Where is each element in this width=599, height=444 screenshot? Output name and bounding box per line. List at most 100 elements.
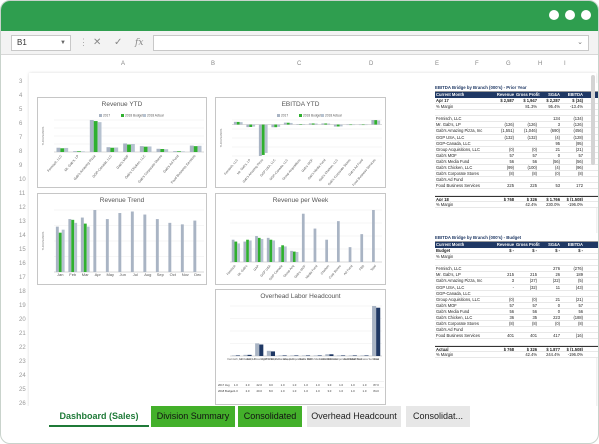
table-cell[interactable]: (134) <box>573 116 583 122</box>
table-cell[interactable]: 0 <box>557 302 560 308</box>
row-header[interactable]: 19 <box>19 303 26 309</box>
table-cell[interactable]: (56) <box>552 158 560 164</box>
table-cell[interactable] <box>516 266 539 271</box>
row-header[interactable]: 25 <box>19 387 26 393</box>
table-cell[interactable] <box>493 327 516 332</box>
table-cell[interactable]: 53 <box>555 183 560 189</box>
overhead-headcount-chart[interactable]: Overhead Labor Headcount Fernisch, LLC Mr… <box>215 289 386 405</box>
table-cell[interactable] <box>516 177 539 182</box>
table-cell[interactable] <box>493 260 516 265</box>
row-header[interactable]: 3 <box>19 79 23 85</box>
table-cell[interactable]: (132) <box>527 134 537 140</box>
table-cell[interactable]: 11 <box>555 284 560 290</box>
table-cell[interactable]: 417 <box>553 333 560 339</box>
revenue-trend-chart[interactable]: Revenue Trend Jan Feb Mar Apr May Jun Jul Aug Se… <box>37 193 207 285</box>
table-cell[interactable]: 21 <box>555 296 560 302</box>
table-cell[interactable]: 225 <box>530 183 537 189</box>
table-cell[interactable] <box>493 202 516 207</box>
table-cell[interactable]: (126) <box>527 122 537 128</box>
table-cell[interactable]: 230.0% <box>546 201 560 207</box>
table-cell[interactable]: $ 2,587 <box>500 98 514 103</box>
row-header[interactable]: 4 <box>19 93 23 99</box>
table-cell[interactable]: $ 326 <box>526 196 537 201</box>
ebitda-ytd-chart[interactable]: EBITDA YTD Fernisch, LLC Mr. Gab's, LP Gab… <box>215 97 386 188</box>
table-cell[interactable] <box>539 110 562 115</box>
row-header[interactable]: 26 <box>19 401 26 407</box>
row-header[interactable]: 9 <box>19 163 23 169</box>
table-cell[interactable]: 223 <box>553 315 560 321</box>
sheet-tab[interactable]: Division Summary <box>151 406 235 427</box>
table-cell[interactable]: -13.4% <box>570 104 583 110</box>
table-cell[interactable]: 215 <box>530 272 537 278</box>
table-cell[interactable]: $ - <box>555 248 560 253</box>
table-cell[interactable]: (0) <box>531 146 537 152</box>
table-cell[interactable]: (8) <box>577 321 583 327</box>
formula-input[interactable]: ⌄ <box>153 35 589 51</box>
table-cell[interactable]: (16) <box>575 333 583 339</box>
table-cell[interactable]: 56 <box>578 308 583 314</box>
row-header[interactable]: 6 <box>19 121 23 127</box>
row-header[interactable]: 8 <box>19 149 23 155</box>
sheet-tab[interactable]: Consolidat... <box>406 406 470 427</box>
table-cell[interactable]: 0 <box>557 308 560 314</box>
table-cell[interactable]: (43) <box>575 284 583 290</box>
table-cell[interactable]: (8) <box>577 171 583 177</box>
table-cell[interactable] <box>516 254 539 259</box>
table-cell[interactable]: $ 1,877 <box>546 346 560 351</box>
table-cell[interactable]: 42.4% <box>525 351 537 357</box>
table-cell[interactable] <box>562 177 585 182</box>
table-cell[interactable]: 95 <box>555 140 560 146</box>
table-cell[interactable] <box>539 177 562 182</box>
column-header[interactable]: C <box>297 61 302 67</box>
row-header[interactable]: 5 <box>19 107 23 113</box>
table-cell[interactable]: $ 326 <box>526 346 537 351</box>
table-cell[interactable]: (188) <box>573 315 583 321</box>
chevron-down-icon[interactable]: ▼ <box>60 40 66 46</box>
table-cell[interactable]: (4) <box>554 134 560 140</box>
table-cell[interactable] <box>562 254 585 259</box>
column-header[interactable]: A <box>121 61 126 67</box>
table-cell[interactable]: 57 <box>509 152 514 158</box>
table-cell[interactable] <box>516 141 539 146</box>
row-header[interactable]: 21 <box>19 331 26 337</box>
table-cell[interactable]: $ 2,287 <box>546 98 560 103</box>
row-header[interactable]: 13 <box>19 219 26 225</box>
table-cell[interactable] <box>539 327 562 332</box>
table-cell[interactable] <box>516 339 539 344</box>
table-cell[interactable]: $ - <box>509 248 514 253</box>
table-cell[interactable]: 401 <box>507 333 514 339</box>
table-cell[interactable] <box>493 254 516 259</box>
table-cell[interactable]: (32) <box>529 284 537 290</box>
column-header[interactable]: H <box>538 61 543 67</box>
table-cell[interactable]: 21 <box>555 146 560 152</box>
table-cell[interactable]: 57 <box>509 302 514 308</box>
table-cell[interactable] <box>493 291 516 296</box>
name-box[interactable]: B1 ▼ <box>11 35 71 51</box>
row-header[interactable]: 17 <box>19 275 26 281</box>
table-cell[interactable]: $ - <box>578 248 583 253</box>
revenue-ytd-chart[interactable]: Revenue YTD Fernisch, LLC Mr. Gab's, LP Ga… <box>37 97 207 188</box>
table-cell[interactable] <box>562 110 585 115</box>
table-cell[interactable]: $ (1,508) <box>566 196 583 201</box>
table-cell[interactable]: $ (34) <box>572 98 583 103</box>
column-header[interactable]: E <box>435 61 440 67</box>
table-cell[interactable]: 95.4% <box>548 104 560 110</box>
table-cell[interactable]: (132) <box>504 134 514 140</box>
table-cell[interactable] <box>562 291 585 296</box>
table-cell[interactable]: (8) <box>531 171 537 177</box>
sheet-tab[interactable]: Consolidated <box>238 406 302 427</box>
window-dot-icon[interactable] <box>549 10 559 20</box>
row-header[interactable]: 15 <box>19 247 26 253</box>
scrollbar-thumb[interactable] <box>591 75 595 165</box>
table-cell[interactable]: 36 <box>509 315 514 321</box>
table-cell[interactable]: (0) <box>508 296 514 302</box>
table-cell[interactable]: (0) <box>554 171 560 177</box>
table-cell[interactable]: 3 <box>511 278 514 284</box>
table-cell[interactable] <box>493 352 516 357</box>
row-header[interactable]: 14 <box>19 233 26 239</box>
table-cell[interactable]: (27) <box>529 278 537 284</box>
table-cell[interactable]: (21) <box>575 296 583 302</box>
table-cell[interactable]: 42.4% <box>525 201 537 207</box>
vertical-scrollbar[interactable] <box>590 75 596 405</box>
table-cell[interactable]: 0 <box>557 152 560 158</box>
